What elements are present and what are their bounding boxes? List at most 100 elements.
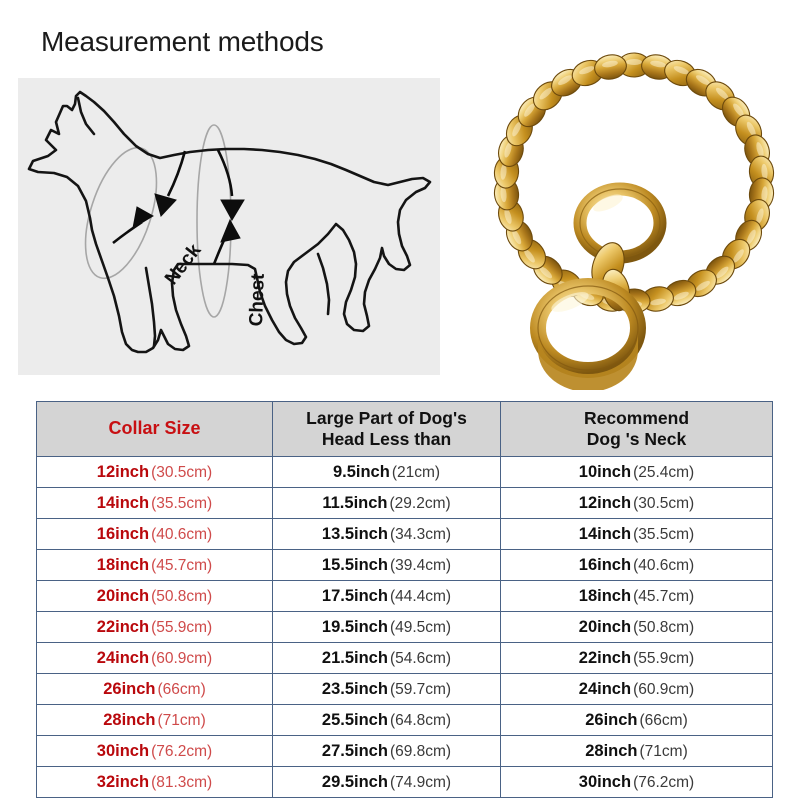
cell-head-size: 15.5inch (39.4cm)	[272, 549, 501, 581]
cell-head-size: 23.5inch (59.7cm)	[272, 673, 501, 705]
chain-link-highlight	[746, 121, 756, 137]
neck-size-inch: 28inch	[585, 741, 638, 760]
cell-head-size: 19.5inch (49.5cm)	[272, 611, 501, 643]
chain-link-highlight	[756, 208, 764, 224]
hanging-ring	[530, 278, 646, 390]
cell-head-size: 29.5inch (74.9cm)	[272, 766, 501, 798]
cell-neck-size: 24inch (60.9cm)	[500, 673, 773, 705]
collar-size-cm: (60.9cm)	[151, 649, 213, 667]
cell-collar-size: 26inch (66cm)	[36, 673, 273, 705]
gold-cuban-chain-collar-photo	[468, 8, 800, 390]
collar-size-cm: (81.3cm)	[151, 773, 213, 791]
cell-neck-size: 20inch (50.8cm)	[500, 611, 773, 643]
chest-measure-label: Chest	[246, 273, 269, 327]
collar-size-cm: (35.5cm)	[151, 494, 213, 512]
chain-link-highlight	[626, 59, 642, 65]
cell-neck-size: 18inch (45.7cm)	[500, 580, 773, 612]
collar-size-cm: (55.9cm)	[151, 618, 213, 636]
cell-neck-size: 26inch (66cm)	[500, 704, 773, 736]
chain-link-highlight	[524, 103, 535, 117]
cell-collar-size: 28inch (71cm)	[36, 704, 273, 736]
cell-neck-size: 28inch (71cm)	[500, 735, 773, 767]
head-size-inch: 19.5inch	[321, 617, 388, 636]
chain-link-highlight	[500, 186, 507, 203]
cell-neck-size: 14inch (35.5cm)	[500, 518, 773, 550]
dog-outline-illustration	[27, 90, 432, 354]
chain-link-highlight	[696, 75, 710, 86]
collar-size-inch: 30inch	[96, 741, 150, 760]
head-size-inch: 11.5inch	[322, 493, 388, 512]
gold-chain-collar-illustration	[493, 52, 775, 390]
neck-size-cm: (40.6cm)	[633, 556, 695, 574]
table-row: 28inch (71cm) 25.5inch (64.8cm) 26inch (66cm)	[36, 704, 773, 736]
chain-link-highlight	[715, 266, 729, 279]
neck-size-cm: (35.5cm)	[633, 525, 695, 543]
cell-head-size: 21.5inch (54.6cm)	[272, 642, 501, 674]
head-size-inch: 21.5inch	[321, 648, 388, 667]
head-size-cm: (21cm)	[391, 463, 441, 481]
neck-size-inch: 24inch	[578, 679, 632, 698]
chain-link-highlight	[715, 87, 729, 100]
head-size-cm: (44.4cm)	[389, 587, 452, 605]
chain-link-highlight	[696, 280, 710, 291]
neck-size-inch: 20inch	[578, 617, 632, 636]
header-collar-size: Collar Size	[36, 401, 273, 457]
neck-size-cm: (60.9cm)	[633, 680, 695, 698]
head-size-inch: 29.5inch	[321, 772, 388, 791]
header-collar-size-line1: Collar Size	[108, 418, 201, 439]
head-size-inch: 23.5inch	[321, 679, 388, 698]
collar-size-cm: (40.6cm)	[151, 525, 213, 543]
neck-measurement-arrows	[112, 150, 187, 245]
neck-size-inch: 12inch	[578, 493, 632, 512]
collar-size-cm: (71cm)	[157, 711, 206, 729]
head-size-cm: (59.7cm)	[389, 680, 452, 698]
head-size-cm: (49.5cm)	[389, 618, 452, 636]
neck-size-cm: (30.5cm)	[633, 494, 695, 512]
neck-size-cm: (66cm)	[639, 711, 688, 729]
collar-size-inch: 26inch	[103, 679, 156, 698]
neck-size-cm: (71cm)	[639, 742, 688, 760]
head-size-inch: 9.5inch	[332, 462, 390, 481]
table-row: 32inch (81.3cm) 29.5inch (74.9cm) 30inch (76.…	[36, 766, 773, 798]
cell-collar-size: 14inch (35.5cm)	[36, 487, 273, 519]
neck-size-inch: 26inch	[585, 710, 638, 729]
neck-size-inch: 18inch	[578, 586, 632, 605]
cell-collar-size: 16inch (40.6cm)	[36, 518, 273, 550]
dog-body-outline	[27, 90, 432, 354]
chain-link-highlight	[504, 142, 512, 158]
neck-size-inch: 10inch	[578, 462, 632, 481]
chain-link-highlight	[504, 208, 512, 224]
chain-link-highlight	[500, 163, 507, 180]
collar-size-cm: (45.7cm)	[151, 556, 213, 574]
cell-head-size: 9.5inch (21cm)	[272, 456, 501, 488]
chain-link-highlight	[650, 298, 666, 306]
chain-link-highlight	[756, 142, 764, 158]
chain-link-highlight	[733, 249, 744, 263]
cell-neck-size: 30inch (76.2cm)	[500, 766, 773, 798]
neck-size-inch: 30inch	[578, 772, 632, 791]
table-row: 14inch (35.5cm) 11.5inch (29.2cm) 12inch (30.…	[36, 487, 773, 519]
cell-collar-size: 24inch (60.9cm)	[36, 642, 273, 674]
head-size-cm: (69.8cm)	[389, 742, 452, 760]
head-size-inch: 27.5inch	[321, 741, 388, 760]
collar-size-cm: (30.5cm)	[151, 463, 213, 481]
cell-collar-size: 32inch (81.3cm)	[36, 766, 273, 798]
table-row: 16inch (40.6cm) 13.5inch (34.3cm) 14inch (35.…	[36, 518, 773, 550]
head-size-inch: 13.5inch	[321, 524, 388, 543]
chain-link-highlight	[746, 229, 756, 245]
collar-size-cm: (76.2cm)	[151, 742, 213, 760]
head-size-inch: 17.5inch	[321, 586, 388, 605]
collar-size-inch: 22inch	[96, 617, 150, 636]
header-head-size-line1: Large Part of Dog's	[306, 407, 467, 428]
header-neck-size-line1: Recommend	[583, 407, 690, 428]
cell-collar-size: 22inch (55.9cm)	[36, 611, 273, 643]
cell-neck-size: 16inch (40.6cm)	[500, 549, 773, 581]
header-neck-size-line2: Dog 's Neck	[586, 429, 687, 449]
neck-size-cm: (50.8cm)	[633, 618, 695, 636]
cell-head-size: 27.5inch (69.8cm)	[272, 735, 501, 767]
neck-size-inch: 14inch	[578, 524, 632, 543]
head-size-cm: (29.2cm)	[389, 494, 451, 512]
chain-link-highlight	[512, 121, 522, 137]
chain-link-highlight	[558, 75, 572, 86]
head-size-inch: 15.5inch	[321, 555, 388, 574]
